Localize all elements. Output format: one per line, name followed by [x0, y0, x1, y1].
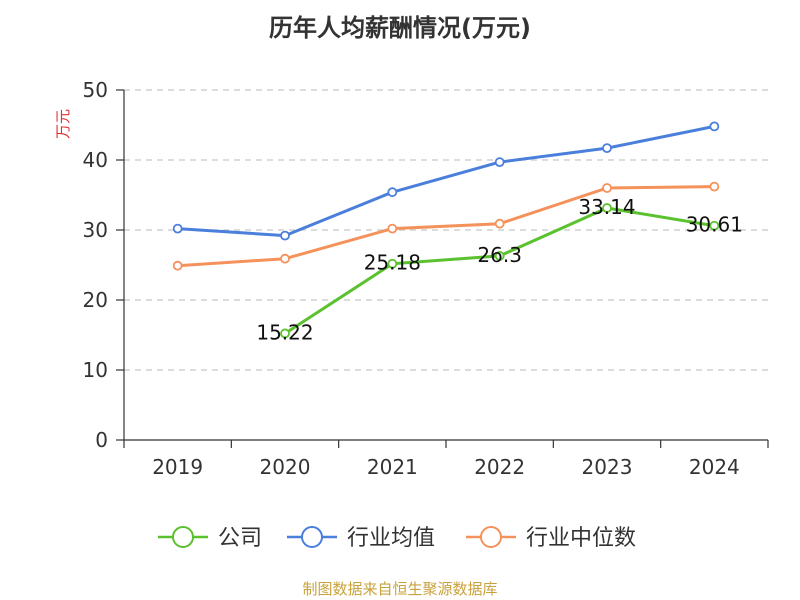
y-tick-label-0: 0 [95, 428, 108, 452]
data-point-2-2020 [281, 255, 289, 263]
data-point-2-2024 [710, 183, 718, 191]
data-label-2024: 30.61 [686, 213, 743, 237]
data-point-2-2021 [388, 225, 396, 233]
data-point-1-2019 [174, 225, 182, 233]
legend-marker-0 [173, 527, 193, 547]
data-label-2022: 26.3 [477, 243, 522, 267]
y-tick-label-40: 40 [83, 148, 108, 172]
line-chart: 0 10 20 30 40 50 2019 2020 2021 2022 2023 2024 万元 15… [0, 0, 800, 600]
data-label-2023: 33.14 [578, 195, 635, 219]
y-tick-label-50: 50 [83, 78, 108, 102]
y-axis-label: 万元 [54, 109, 72, 139]
y-tick-label-10: 10 [83, 358, 108, 382]
legend-marker-2 [481, 527, 501, 547]
legend-label-0: 公司 [218, 526, 262, 551]
data-point-1-2023 [603, 144, 611, 152]
data-point-1-2024 [710, 122, 718, 130]
x-tick-label-2020: 2020 [260, 455, 311, 479]
x-tick-label-2021: 2021 [367, 455, 418, 479]
x-tick-label-2019: 2019 [152, 455, 203, 479]
data-point-2-2019 [174, 262, 182, 270]
data-point-1-2022 [496, 158, 504, 166]
data-label-2021: 25.18 [364, 251, 421, 275]
x-tick-label-2024: 2024 [689, 455, 740, 479]
y-tick-label-20: 20 [83, 288, 108, 312]
data-point-1-2020 [281, 232, 289, 240]
data-point-1-2021 [388, 188, 396, 196]
legend-label-1: 行业均值 [347, 526, 435, 551]
legend-marker-1 [302, 527, 322, 547]
series-line-1 [178, 126, 715, 235]
data-point-2-2023 [603, 184, 611, 192]
data-label-2020: 15.22 [256, 320, 313, 344]
source-note: 制图数据来自恒生聚源数据库 [0, 578, 800, 599]
x-tick-label-2022: 2022 [474, 455, 525, 479]
x-tick-label-2023: 2023 [582, 455, 633, 479]
data-point-2-2022 [496, 220, 504, 228]
y-tick-label-30: 30 [83, 218, 108, 242]
legend-label-2: 行业中位数 [526, 526, 636, 551]
